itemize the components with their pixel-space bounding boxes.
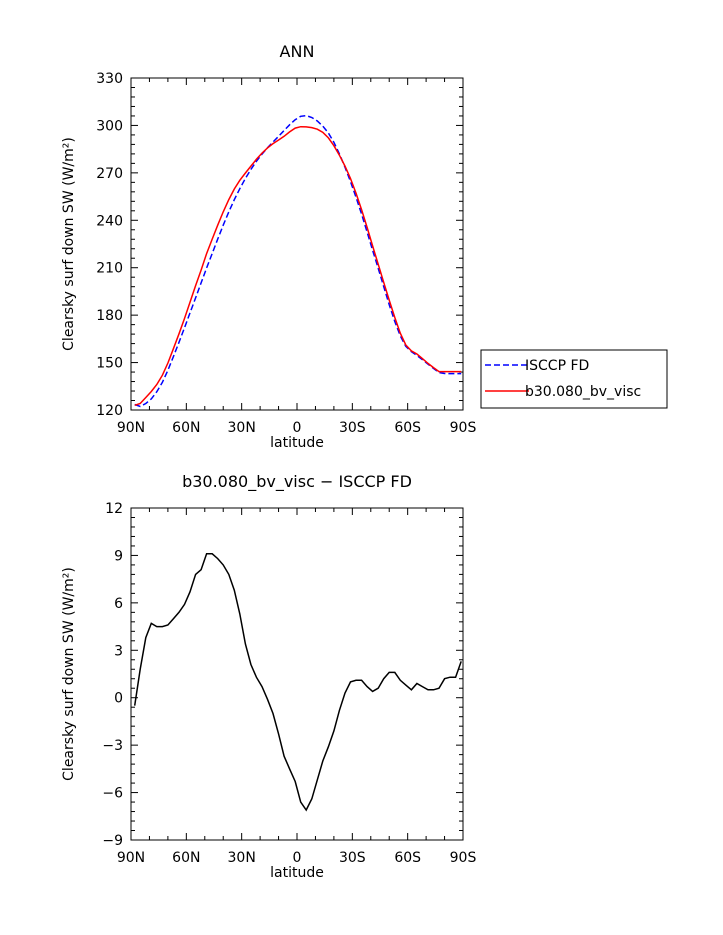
legend-box [480, 349, 668, 409]
y-tick-label: 270 [96, 166, 123, 182]
x-axis-label: latitude [270, 865, 324, 881]
x-tick-label: 30N [228, 420, 256, 436]
y-tick-label: 9 [114, 548, 123, 564]
y-tick-label: 6 [114, 596, 123, 612]
x-tick-label: 30S [339, 850, 366, 866]
x-tick-label: 90N [117, 850, 145, 866]
x-tick-label: 60N [172, 420, 200, 436]
x-tick-label: 30N [228, 850, 256, 866]
chart-title: b30.080_bv_visc − ISCCP FD [182, 472, 412, 492]
legend-label: ISCCP FD [525, 358, 589, 374]
x-tick-label: 60N [172, 850, 200, 866]
x-tick-label: 60S [394, 850, 421, 866]
x-tick-label: 60S [394, 420, 421, 436]
y-axis-label: Clearsky surf down SW (W/m²) [61, 567, 77, 781]
y-tick-label: 330 [96, 71, 123, 87]
series-line-b30-080-bv-visc [134, 125, 462, 407]
x-tick-label: 0 [293, 420, 302, 436]
y-tick-label: 3 [114, 643, 123, 659]
y-tick-label: 12 [105, 501, 123, 517]
x-tick-label: 90N [117, 420, 145, 436]
series-line-isccp-fd [134, 114, 462, 408]
bottom-chart-model-minus-obs-difference: 90N 60N 30N 0 30S 60S 90S −9 −6 −3 0 3 6 9 12 b30.080_b… [61, 472, 476, 881]
y-tick-label: 240 [96, 213, 123, 229]
y-tick-label: 210 [96, 261, 123, 277]
y-tick-label: 150 [96, 356, 123, 372]
series-line-difference [133, 553, 462, 812]
x-tick-label: 90S [450, 850, 477, 866]
y-axis-label: Clearsky surf down SW (W/m²) [61, 137, 77, 351]
top-chart-annual-clearsky-sw: 90N 60N 30N 0 30S 60S 90S 120 150 180 210 240 270 300… [61, 42, 668, 451]
y-tick-label: 0 [114, 691, 123, 707]
x-axis-label: latitude [270, 435, 324, 451]
x-tick-label: 0 [293, 850, 302, 866]
y-tick-label: −3 [102, 738, 123, 754]
x-tick-label: 30S [339, 420, 366, 436]
x-tick-label: 90S [450, 420, 477, 436]
y-tick-label: −9 [102, 833, 123, 849]
y-tick-label: −6 [102, 786, 123, 802]
y-tick-label: 180 [96, 308, 123, 324]
y-tick-label: 120 [96, 403, 123, 419]
chart-title: ANN [280, 42, 315, 61]
y-tick-label: 300 [96, 118, 123, 134]
legend-label: b30.080_bv_visc [525, 384, 641, 400]
